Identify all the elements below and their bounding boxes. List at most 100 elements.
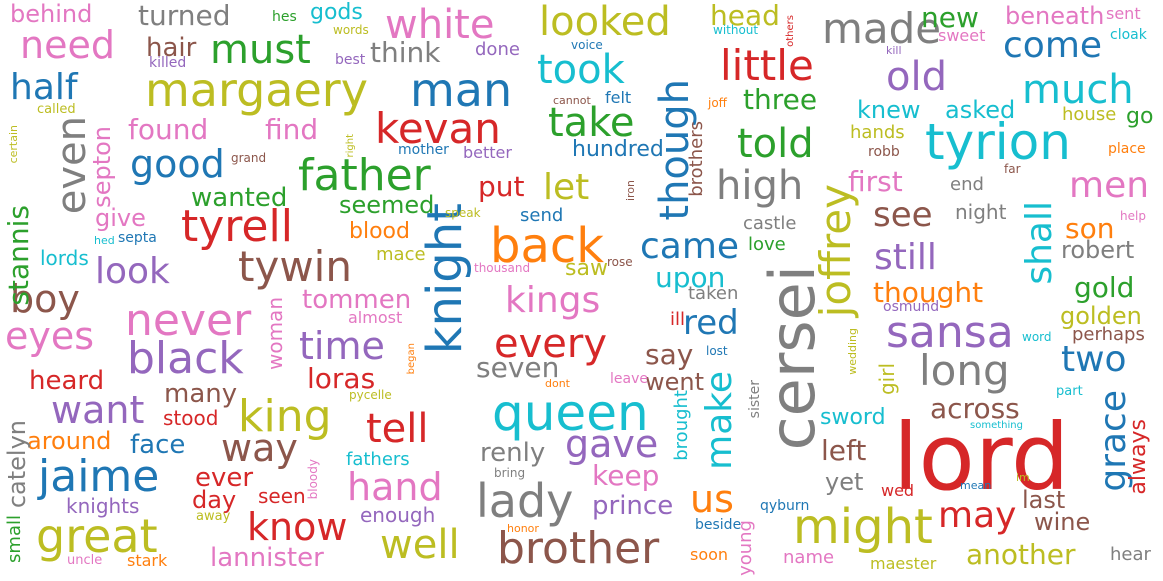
- word-septon: septon: [88, 126, 116, 208]
- word-small: small: [4, 515, 25, 563]
- word-enough: enough: [360, 503, 436, 527]
- word-long: long: [919, 346, 1010, 395]
- word-right: right: [345, 134, 356, 158]
- word-maester: maester: [870, 554, 937, 573]
- word-lady: lady: [476, 474, 574, 528]
- word-ever: ever: [195, 463, 254, 493]
- word-know: know: [247, 505, 348, 549]
- word-find: find: [265, 113, 319, 146]
- word-soon: soon: [690, 545, 729, 564]
- word-behind: behind: [10, 0, 93, 28]
- word-felt: felt: [605, 88, 632, 107]
- word-fathers: fathers: [346, 449, 410, 470]
- word-knight: knight: [417, 203, 473, 355]
- word-red: red: [683, 303, 739, 343]
- word-ill: ill: [670, 309, 686, 330]
- word-face: face: [130, 430, 186, 460]
- word-blood: blood: [349, 219, 410, 244]
- word-go: go: [1126, 104, 1154, 129]
- word-best: best: [335, 52, 366, 68]
- word-mace: mace: [376, 244, 426, 265]
- word-others: others: [785, 15, 796, 47]
- word-tywin: tywin: [238, 242, 352, 291]
- word-im: im: [1016, 471, 1030, 484]
- word-woman: woman: [263, 297, 287, 371]
- word-keep: keep: [592, 459, 660, 492]
- word-word: word: [1022, 330, 1052, 344]
- word-night: night: [955, 200, 1007, 224]
- word-lord: lord: [893, 404, 1070, 511]
- word-qyburn: qyburn: [760, 498, 810, 514]
- word-yet: yet: [825, 468, 864, 496]
- word-kill: kill: [886, 44, 902, 57]
- word-well: well: [380, 522, 460, 568]
- word-brothers: brothers: [686, 121, 707, 197]
- word-killed: killed: [149, 55, 187, 71]
- word-time: time: [299, 324, 385, 368]
- word-end: end: [950, 174, 984, 195]
- word-loras: loras: [307, 362, 376, 395]
- word-kings: kings: [505, 280, 601, 321]
- word-looked: looked: [539, 0, 671, 45]
- word-castle: castle: [743, 213, 797, 234]
- word-leave: leave: [610, 371, 648, 387]
- word-uncle: uncle: [67, 553, 103, 568]
- word-kevan: kevan: [375, 104, 501, 153]
- word-gold: gold: [1074, 271, 1135, 304]
- word-love: love: [748, 234, 786, 255]
- word-cannot: cannot: [553, 94, 591, 107]
- word-must: must: [210, 27, 311, 73]
- word-brought: brought: [671, 390, 692, 461]
- word-joff: joff: [708, 96, 727, 110]
- word-sent: sent: [1106, 4, 1141, 23]
- word-lost: lost: [706, 344, 728, 358]
- word-renly: renly: [480, 438, 546, 468]
- word-eyes: eyes: [5, 314, 95, 358]
- word-lannister: lannister: [210, 543, 324, 573]
- word-come: come: [1003, 25, 1103, 66]
- word-us: us: [690, 477, 734, 521]
- word-name: name: [783, 547, 835, 568]
- word-make: make: [699, 371, 740, 470]
- word-stark: stark: [127, 551, 168, 570]
- word-catelyn: catelyn: [3, 420, 31, 509]
- word-saw: saw: [565, 256, 608, 281]
- word-help: help: [1120, 209, 1146, 223]
- word-want: want: [51, 388, 145, 432]
- word-left: left: [821, 434, 867, 467]
- word-even: even: [49, 116, 95, 215]
- word-need: need: [20, 23, 115, 67]
- word-done: done: [475, 39, 520, 60]
- word-new: new: [921, 1, 979, 34]
- word-iron: iron: [624, 180, 637, 202]
- word-thought: thought: [873, 276, 984, 309]
- word-hand: hand: [347, 465, 443, 509]
- word-tommen: tommen: [302, 285, 412, 315]
- word-look: look: [95, 251, 170, 292]
- word-gave: gave: [565, 422, 659, 466]
- word-far: far: [1004, 162, 1021, 176]
- word-beneath: beneath: [1005, 2, 1105, 30]
- word-pycelle: pycelle: [349, 388, 392, 402]
- word-asked: asked: [945, 96, 1016, 124]
- word-stood: stood: [163, 406, 219, 430]
- word-queen: queen: [492, 384, 649, 442]
- word-sweet: sweet: [938, 26, 986, 45]
- word-cloak: cloak: [1110, 27, 1147, 43]
- word-tyrell: tyrell: [181, 201, 293, 252]
- word-tyrion: tyrion: [925, 113, 1071, 171]
- word-called: called: [37, 102, 76, 117]
- word-took: took: [537, 47, 625, 93]
- word-send: send: [520, 205, 564, 226]
- word-brother: brother: [497, 523, 660, 574]
- word-house: house: [1062, 104, 1117, 125]
- word-high: high: [716, 163, 804, 209]
- word-seven: seven: [476, 351, 560, 384]
- word-king: king: [238, 391, 332, 442]
- word-rose: rose: [607, 255, 633, 269]
- word-made: made: [822, 4, 942, 53]
- word-grand: grand: [231, 151, 267, 165]
- word-wanted: wanted: [191, 183, 288, 213]
- word-prince: prince: [592, 491, 674, 521]
- word-certain: certain: [7, 125, 20, 164]
